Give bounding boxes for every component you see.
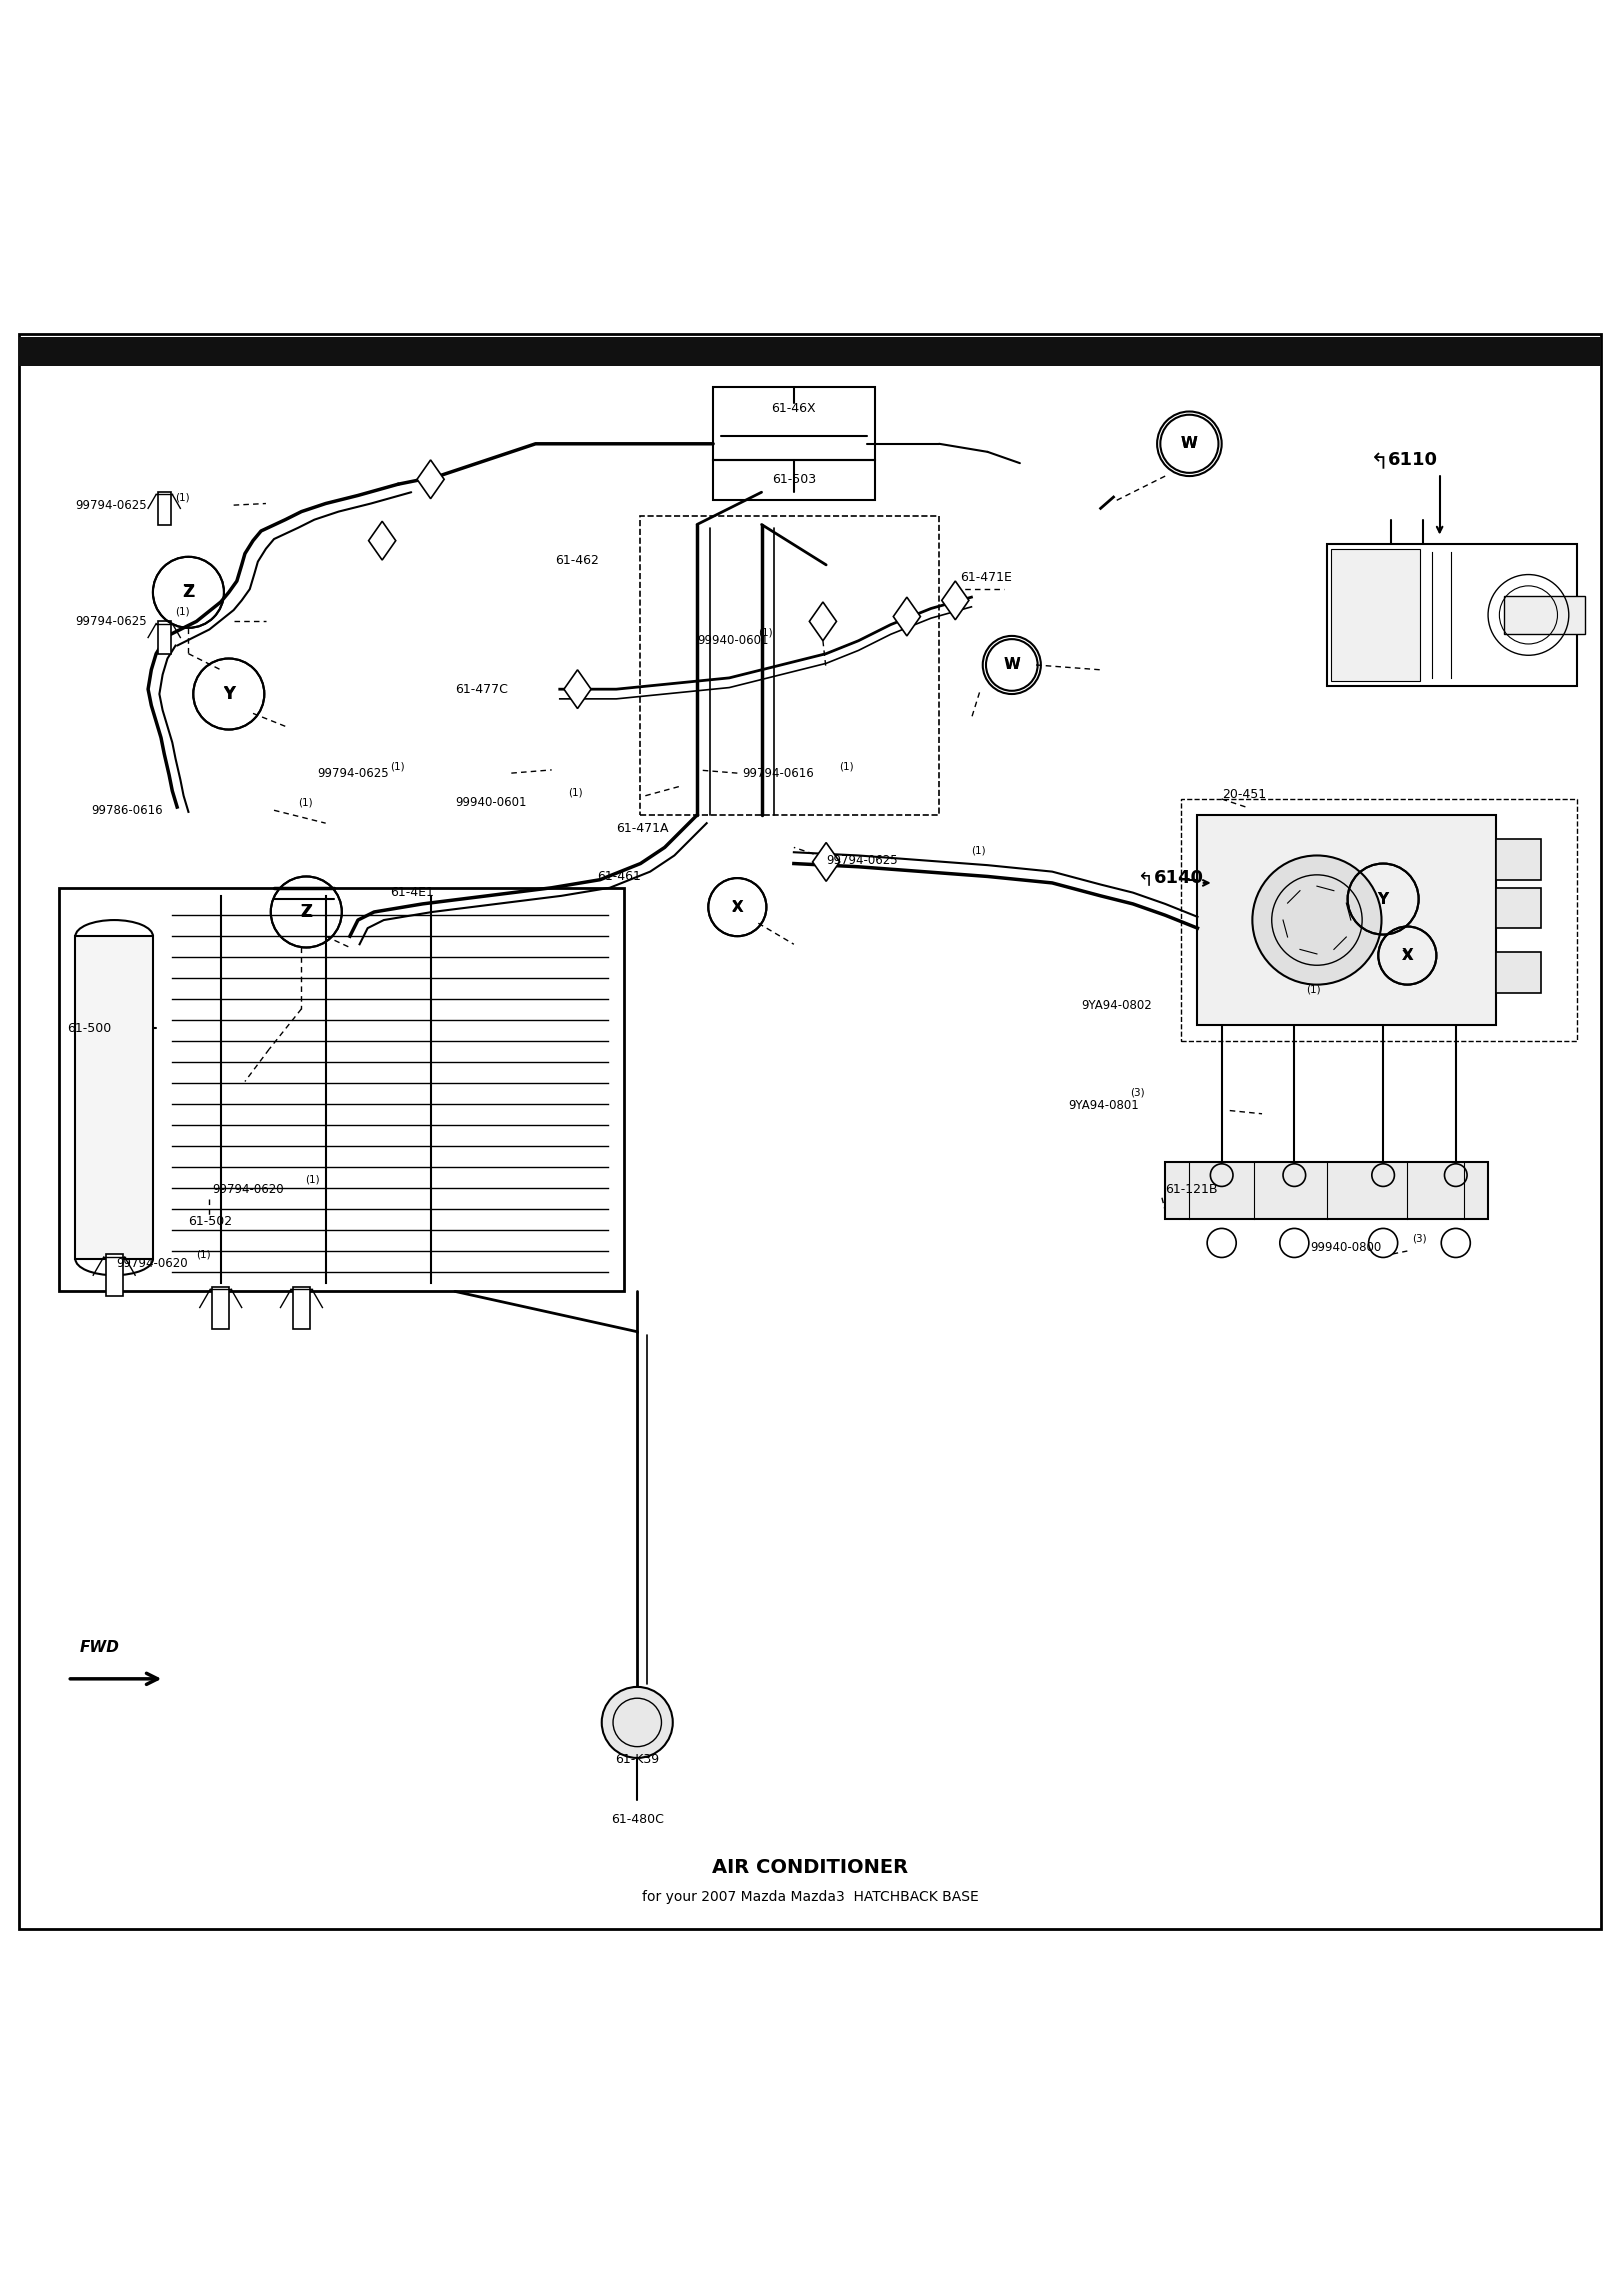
Bar [157, 492, 170, 523]
Bar [713, 460, 875, 501]
Text: W: W [1003, 658, 1021, 671]
Text: ↳: ↳ [1362, 446, 1380, 467]
Circle shape [1252, 856, 1382, 986]
Text: 99794-0620: 99794-0620 [115, 1256, 188, 1270]
Bar [212, 1286, 228, 1329]
Circle shape [1369, 1229, 1398, 1256]
Bar [1197, 815, 1497, 1024]
Text: 61-471E: 61-471E [961, 571, 1012, 585]
Text: W: W [1181, 437, 1197, 451]
Text: Y: Y [1377, 892, 1388, 906]
Text: (1): (1) [390, 762, 405, 772]
Text: (1): (1) [175, 492, 190, 503]
Bar [293, 1286, 309, 1329]
Text: 99794-0625: 99794-0625 [76, 498, 147, 512]
Text: 99940-0601: 99940-0601 [697, 635, 768, 646]
Text: W: W [1004, 658, 1019, 671]
Text: 61-461: 61-461 [596, 869, 642, 883]
Bar [640, 517, 940, 815]
Polygon shape [369, 521, 395, 560]
Text: 61-503: 61-503 [771, 473, 816, 485]
Bar [76, 935, 152, 1259]
Bar [1505, 596, 1584, 635]
Text: X: X [1401, 949, 1413, 963]
Circle shape [601, 1687, 672, 1757]
Text: X: X [732, 899, 742, 915]
Text: X: X [1401, 949, 1413, 963]
Bar [1497, 840, 1541, 881]
Text: (1): (1) [298, 797, 313, 808]
Text: (1): (1) [175, 608, 190, 617]
Text: 6140: 6140 [1153, 869, 1204, 888]
Text: 99940-0601: 99940-0601 [455, 797, 526, 808]
Text: 6110: 6110 [1388, 451, 1439, 469]
Text: (1): (1) [196, 1250, 211, 1259]
Text: (1): (1) [758, 628, 773, 637]
Circle shape [1207, 1229, 1236, 1256]
Bar [60, 888, 624, 1290]
Text: 20-451: 20-451 [1221, 787, 1265, 801]
Text: 9YA94-0801: 9YA94-0801 [1068, 1099, 1139, 1113]
Text: W: W [1181, 437, 1197, 451]
Text: Y: Y [1377, 892, 1388, 906]
Text: 99940-0800: 99940-0800 [1311, 1240, 1382, 1254]
Text: 99794-0620: 99794-0620 [212, 1184, 284, 1197]
Text: 99786-0616: 99786-0616 [92, 803, 164, 817]
Polygon shape [941, 580, 969, 619]
Bar [1332, 549, 1421, 681]
Text: (1): (1) [569, 787, 583, 797]
Text: (1): (1) [972, 847, 987, 856]
Text: (3): (3) [1413, 1234, 1427, 1243]
Polygon shape [416, 460, 444, 498]
Text: (1): (1) [839, 762, 854, 772]
Text: Y: Y [222, 685, 235, 703]
Text: 99794-0625: 99794-0625 [76, 615, 147, 628]
Text: 61-500: 61-500 [68, 1022, 112, 1036]
Text: 9YA94-0802: 9YA94-0802 [1081, 999, 1152, 1013]
Bar [1497, 888, 1541, 929]
Text: Y: Y [224, 687, 235, 701]
Text: ↳: ↳ [1129, 865, 1145, 885]
Text: 61-480C: 61-480C [611, 1814, 664, 1825]
Bar [105, 1254, 123, 1297]
Text: 99794-0616: 99794-0616 [742, 767, 813, 781]
Text: Z: Z [300, 904, 313, 922]
Text: AIR CONDITIONER: AIR CONDITIONER [711, 1857, 909, 1878]
Text: 61-502: 61-502 [188, 1215, 233, 1229]
Bar [19, 337, 1601, 366]
Bar [1497, 951, 1541, 992]
Polygon shape [564, 669, 591, 708]
Text: 61-477C: 61-477C [455, 683, 507, 696]
Bar [1165, 1163, 1489, 1218]
Polygon shape [813, 842, 839, 881]
Text: (1): (1) [1306, 986, 1320, 995]
Text: 61-46X: 61-46X [771, 403, 816, 414]
Text: Z: Z [301, 904, 311, 920]
Polygon shape [893, 596, 920, 635]
Text: 61-471A: 61-471A [616, 822, 669, 835]
Text: Z: Z [183, 585, 194, 601]
Bar [1327, 544, 1576, 685]
Text: X: X [732, 899, 744, 915]
Circle shape [1442, 1229, 1471, 1256]
Circle shape [1280, 1229, 1309, 1256]
Text: (1): (1) [305, 1174, 319, 1186]
Text: FWD: FWD [79, 1639, 120, 1655]
Text: (3): (3) [1129, 1088, 1144, 1097]
Text: for your 2007 Mazda Mazda3  HATCHBACK BASE: for your 2007 Mazda Mazda3 HATCHBACK BAS… [642, 1889, 978, 1903]
Text: 99794-0625: 99794-0625 [826, 854, 897, 867]
Text: 61-4E1: 61-4E1 [390, 885, 434, 899]
Text: Z: Z [183, 583, 194, 601]
Text: 99794-0625: 99794-0625 [318, 767, 389, 781]
Text: 61-121B: 61-121B [1165, 1184, 1218, 1197]
Text: 61-462: 61-462 [556, 553, 599, 567]
Bar [713, 387, 875, 460]
Bar [1181, 799, 1576, 1040]
Polygon shape [810, 603, 836, 642]
Bar [157, 621, 170, 653]
Text: 61-K39: 61-K39 [616, 1753, 659, 1766]
